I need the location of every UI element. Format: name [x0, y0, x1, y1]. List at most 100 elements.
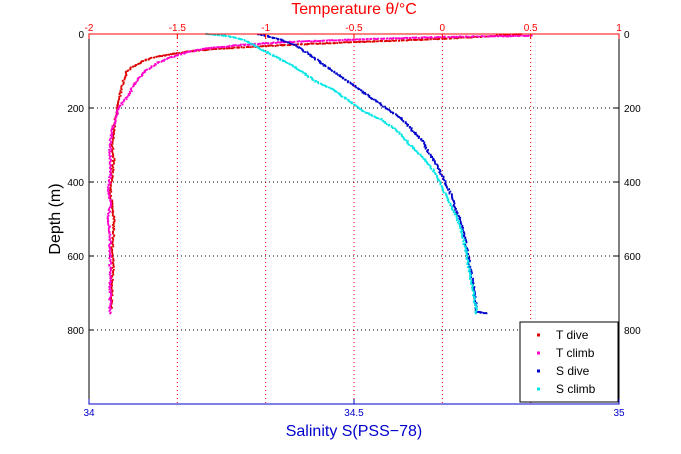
data-point	[162, 60, 165, 62]
data-point	[108, 243, 111, 245]
data-point	[321, 62, 324, 65]
data-point	[111, 177, 114, 180]
data-point	[473, 291, 476, 294]
data-point	[302, 50, 305, 53]
data-point	[465, 258, 468, 260]
data-point	[441, 186, 444, 188]
data-point	[390, 37, 393, 40]
data-point	[108, 288, 111, 291]
data-point	[115, 111, 118, 114]
data-point	[113, 131, 115, 134]
data-point	[517, 35, 519, 38]
data-point	[261, 42, 264, 45]
data-point	[111, 205, 114, 208]
data-point	[113, 219, 116, 221]
data-point	[112, 161, 115, 163]
data-point	[395, 129, 398, 132]
data-point	[109, 160, 112, 163]
data-point	[349, 38, 352, 41]
data-point	[128, 94, 131, 96]
data-point	[139, 62, 142, 65]
data-point	[372, 37, 375, 40]
data-point	[124, 96, 127, 99]
data-point	[465, 253, 468, 256]
data-point	[321, 42, 324, 45]
data-point	[108, 244, 111, 246]
data-point	[398, 131, 401, 134]
data-point	[401, 118, 403, 121]
data-point	[110, 206, 113, 209]
data-point	[338, 92, 341, 95]
temperature-tick-label: -0.5	[345, 23, 363, 34]
data-point	[166, 58, 168, 60]
data-point	[110, 283, 113, 285]
data-point	[164, 54, 167, 57]
data-point	[180, 53, 183, 56]
data-point	[213, 46, 216, 49]
data-point	[367, 93, 369, 96]
data-point	[324, 42, 326, 45]
data-point	[109, 137, 112, 140]
data-point	[248, 43, 251, 46]
data-point	[108, 193, 111, 196]
data-point	[444, 181, 447, 184]
data-point	[413, 147, 416, 150]
data-point	[436, 174, 438, 177]
data-point	[234, 36, 236, 39]
data-point	[375, 100, 378, 103]
data-point	[292, 41, 295, 43]
data-point	[445, 184, 447, 187]
data-point	[359, 108, 362, 110]
data-point	[154, 63, 157, 66]
data-point	[118, 92, 121, 94]
data-point	[284, 40, 287, 43]
data-point	[129, 66, 132, 69]
data-point	[108, 306, 111, 309]
data-point	[480, 311, 483, 314]
data-point	[110, 130, 113, 133]
data-point	[111, 165, 114, 168]
data-point	[281, 41, 284, 43]
data-point	[474, 301, 476, 304]
data-point	[436, 177, 439, 180]
data-point	[317, 40, 320, 42]
data-point	[220, 47, 223, 50]
data-point	[358, 38, 361, 41]
data-point	[392, 37, 394, 40]
data-point	[253, 44, 256, 47]
data-point	[296, 43, 299, 46]
data-point	[109, 200, 112, 203]
data-point	[107, 223, 110, 225]
data-point	[467, 260, 469, 262]
data-point	[112, 257, 115, 260]
data-point	[180, 52, 183, 54]
data-point	[108, 291, 111, 293]
data-point	[112, 278, 114, 281]
data-point	[122, 83, 125, 86]
data-point	[473, 298, 476, 301]
data-point	[407, 123, 410, 126]
data-point	[311, 78, 314, 81]
data-point	[117, 108, 120, 111]
data-point	[371, 40, 374, 43]
data-point	[107, 193, 110, 196]
data-point	[110, 188, 112, 191]
data-point	[472, 277, 475, 280]
data-point	[109, 142, 112, 145]
data-point	[243, 39, 246, 42]
data-point	[262, 45, 265, 48]
data-point	[415, 133, 418, 136]
salinity-tick-label: 35	[613, 408, 625, 419]
data-point	[412, 38, 415, 41]
data-point	[427, 36, 430, 39]
data-point	[455, 214, 458, 217]
data-point	[453, 209, 456, 212]
data-point	[108, 298, 111, 301]
data-point	[408, 39, 410, 41]
data-point	[110, 190, 113, 193]
data-point	[121, 101, 124, 104]
data-point	[475, 312, 477, 315]
data-point	[458, 217, 461, 220]
data-point	[400, 117, 403, 119]
